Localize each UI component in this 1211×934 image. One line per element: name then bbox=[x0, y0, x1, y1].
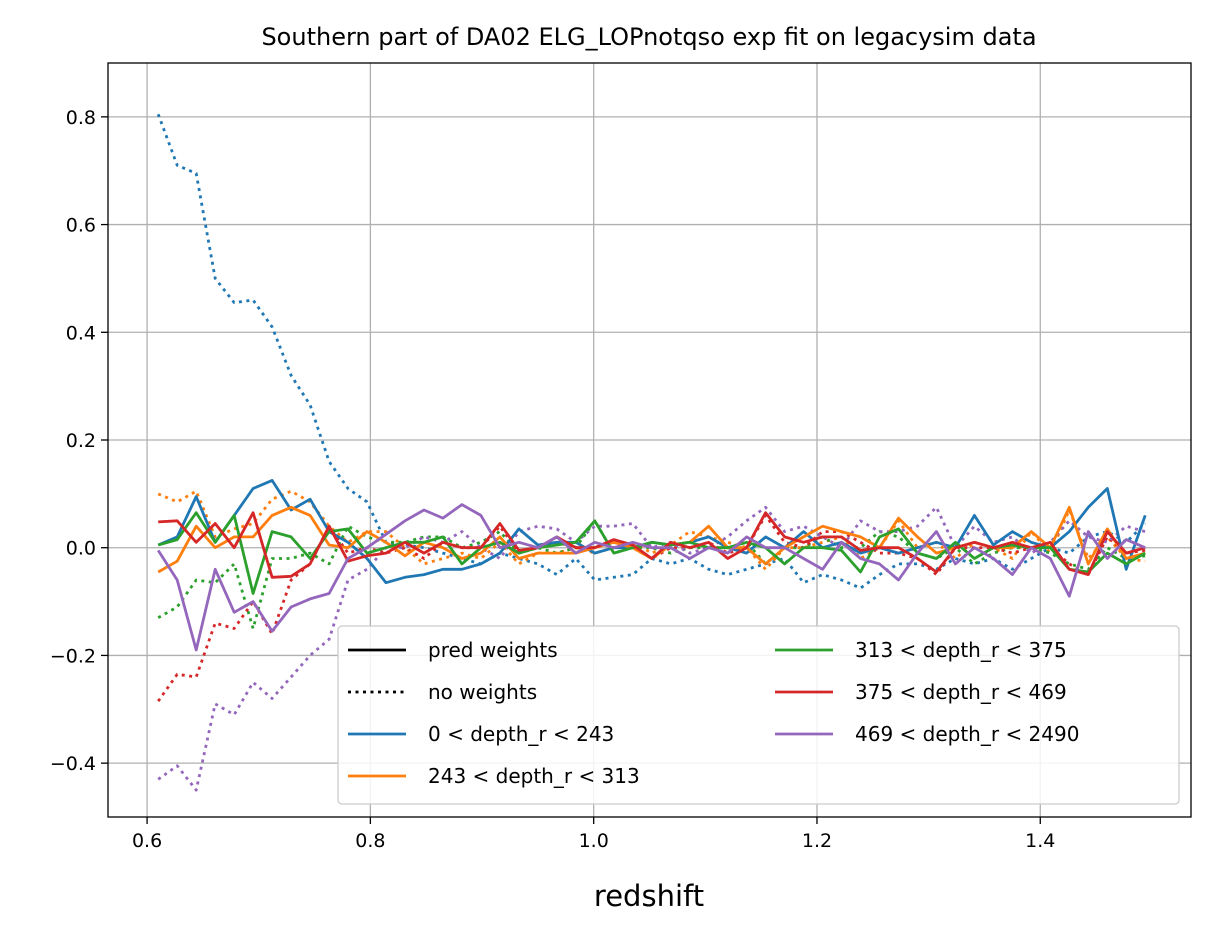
legend-box bbox=[337, 625, 1180, 805]
series-line-no-weights bbox=[157, 519, 1146, 630]
series-line-no-weights bbox=[157, 505, 1146, 792]
y-tick-label: 0.4 bbox=[66, 322, 96, 344]
axis-ticks: 0.6 0.8 1.0 1.2 1.4 −0.4 −0.2 0.0 0.2 0.4 0.6 0.8 bbox=[50, 107, 1056, 852]
legend-label: 313 < depth_r < 375 bbox=[855, 638, 1067, 662]
x-tick-label: 1.2 bbox=[802, 830, 832, 852]
legend-label: no weights bbox=[428, 680, 537, 704]
y-tick-label: −0.2 bbox=[50, 645, 96, 667]
x-tick-label: 0.8 bbox=[355, 830, 385, 852]
series-lines bbox=[156, 113, 1147, 792]
legend: pred weights no weights 0 < depth_r < 243 2… bbox=[337, 625, 1180, 805]
series-line-no-weights bbox=[156, 113, 1147, 590]
series-line-pred-weights bbox=[157, 503, 1146, 652]
x-tick-label: 0.6 bbox=[132, 830, 162, 852]
series-line-pred-weights bbox=[158, 511, 1146, 579]
legend-label: pred weights bbox=[428, 638, 558, 662]
legend-label: 469 < depth_r < 2490 bbox=[855, 722, 1079, 746]
y-tick-label: 0.0 bbox=[66, 538, 96, 560]
y-tick-label: 0.2 bbox=[66, 430, 96, 452]
x-tick-label: 1.4 bbox=[1025, 830, 1055, 852]
x-axis-label: redshift bbox=[594, 879, 704, 913]
legend-label: 375 < depth_r < 469 bbox=[855, 680, 1067, 704]
y-tick-label: −0.4 bbox=[50, 753, 96, 775]
y-tick-label: 0.8 bbox=[66, 107, 96, 129]
y-tick-label: 0.6 bbox=[66, 215, 96, 237]
x-tick-label: 1.0 bbox=[579, 830, 609, 852]
legend-label: 243 < depth_r < 313 bbox=[428, 764, 640, 788]
chart-title: Southern part of DA02 ELG_LOPnotqso exp … bbox=[261, 23, 1036, 51]
legend-label: 0 < depth_r < 243 bbox=[428, 722, 614, 746]
